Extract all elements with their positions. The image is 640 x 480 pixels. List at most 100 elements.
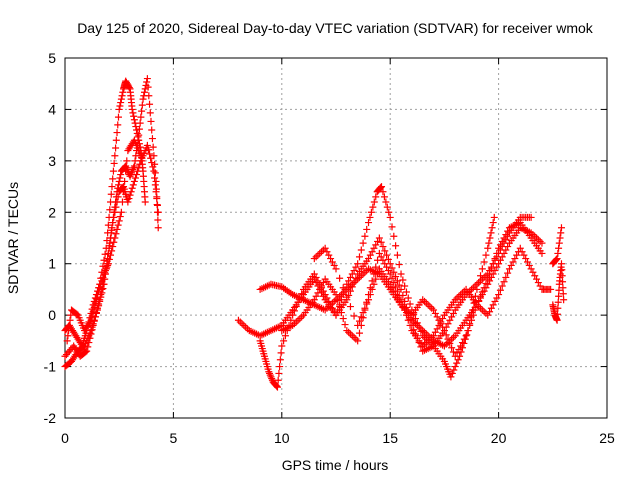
data-point: [109, 243, 117, 251]
data-point: [402, 288, 410, 296]
series-track-d: [63, 136, 145, 345]
data-point: [125, 84, 133, 92]
data-point: [101, 267, 109, 275]
data-point: [559, 290, 567, 298]
data-point: [559, 278, 567, 286]
data-point: [90, 317, 98, 325]
data-point: [442, 331, 450, 339]
data-point: [332, 291, 340, 299]
data-point: [354, 321, 362, 329]
data-point: [138, 101, 146, 109]
data-point: [339, 284, 347, 292]
data-point: [82, 348, 90, 356]
data-point: [336, 303, 344, 311]
data-point: [114, 121, 122, 129]
data-point: [372, 275, 380, 283]
data-point: [92, 295, 100, 303]
data-point: [558, 266, 566, 274]
data-point: [553, 316, 561, 324]
data-point: [108, 247, 116, 255]
plot-frame: [64, 57, 608, 419]
data-point: [361, 304, 369, 312]
data-point: [277, 349, 285, 357]
data-point: [383, 251, 391, 259]
data-point: [88, 326, 96, 334]
data-point: [87, 316, 95, 324]
data-point: [379, 188, 387, 196]
data-point: [395, 261, 403, 269]
data-point: [112, 203, 120, 211]
data-point: [118, 92, 126, 100]
data-point: [287, 316, 295, 324]
data-point: [121, 177, 129, 185]
data-point: [268, 375, 276, 383]
data-point: [334, 297, 342, 305]
data-point: [151, 169, 159, 177]
data-point: [128, 184, 136, 192]
data-point: [92, 309, 100, 317]
data-point: [275, 369, 283, 377]
data-point: [116, 174, 124, 182]
series-track-j: [549, 260, 568, 324]
data-point: [65, 327, 73, 335]
data-point: [152, 177, 160, 185]
data-point: [119, 88, 127, 96]
data-point: [370, 198, 378, 206]
data-point: [114, 193, 122, 201]
data-point: [382, 198, 390, 206]
data-point: [109, 167, 117, 175]
data-point: [553, 255, 561, 263]
data-point: [273, 382, 281, 390]
data-point: [128, 105, 136, 113]
data-point: [463, 331, 471, 339]
data-point: [547, 285, 555, 293]
data-point: [104, 261, 112, 269]
data-point: [406, 300, 414, 308]
data-point: [130, 162, 138, 170]
data-point: [379, 243, 387, 251]
data-point: [154, 216, 162, 224]
data-point: [154, 201, 162, 209]
data-point: [139, 95, 147, 103]
data-point: [477, 292, 485, 300]
data-point: [105, 242, 113, 250]
data-point: [144, 146, 152, 154]
data-point: [145, 92, 153, 100]
data-point: [111, 152, 119, 160]
data-point: [132, 123, 140, 131]
data-point: [404, 294, 412, 302]
data-point: [346, 303, 354, 311]
data-point: [365, 296, 373, 304]
data-point: [446, 339, 454, 347]
data-point: [289, 311, 297, 319]
data-point: [538, 239, 546, 247]
data-point: [480, 258, 488, 266]
data-point: [395, 281, 403, 289]
chart-title: Day 125 of 2020, Sidereal Day-to-day VTE…: [77, 20, 594, 36]
data-point: [555, 292, 563, 300]
series-track-i: [310, 219, 546, 360]
data-point: [468, 316, 475, 324]
data-point: [404, 316, 412, 324]
data-point: [65, 321, 73, 329]
data-point: [390, 232, 398, 240]
data-point: [448, 369, 456, 377]
data-point: [538, 249, 546, 257]
data-point: [478, 265, 486, 273]
data-point: [355, 253, 363, 261]
data-point: [130, 112, 138, 120]
data-point: [450, 366, 458, 374]
data-point: [87, 330, 95, 338]
data-point: [137, 113, 145, 121]
data-point: [274, 376, 282, 384]
y-tick-label: 3: [48, 153, 56, 169]
data-point: [125, 195, 133, 203]
data-point: [106, 206, 114, 214]
data-point: [117, 208, 125, 216]
data-point: [475, 297, 483, 305]
data-point: [557, 260, 565, 268]
data-point: [464, 327, 472, 335]
data-point: [369, 203, 377, 211]
